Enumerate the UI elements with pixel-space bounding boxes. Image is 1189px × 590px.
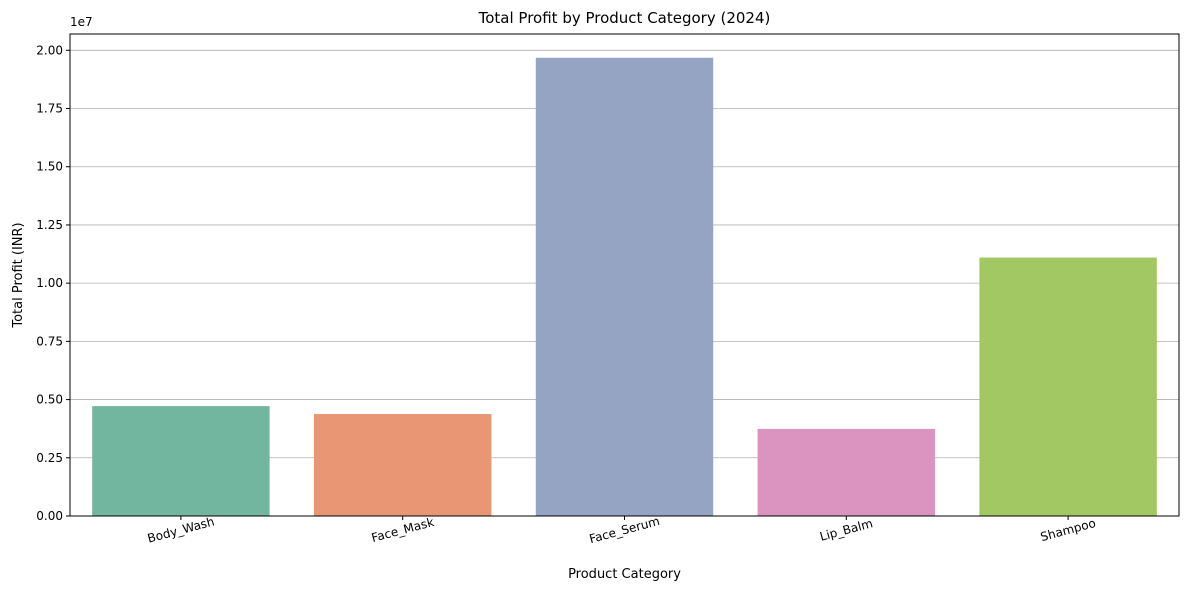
x-axis-ticks: Body_Wash Face_Mask Face_Serum Lip_Balm Sham… xyxy=(146,514,1097,546)
y-tick-label: 0.25 xyxy=(36,451,63,465)
y-tick-label: 1.75 xyxy=(36,102,63,116)
x-tick-label: Shampoo xyxy=(1039,516,1097,544)
bar-lip-balm xyxy=(757,428,936,516)
x-tick-label: Lip_Balm xyxy=(818,516,874,544)
chart-title: Total Profit by Product Category (2024) xyxy=(478,9,771,27)
y-tick-label: 1.00 xyxy=(36,276,63,290)
y-tick-label: 0.50 xyxy=(36,393,63,407)
bar-face-serum xyxy=(535,57,714,516)
y-tick-label: 0.00 xyxy=(36,509,63,523)
y-tick-label: 0.75 xyxy=(36,334,63,348)
y-axis-offset-label: 1e7 xyxy=(70,15,93,29)
bar-shampoo xyxy=(979,257,1157,516)
bar-body-wash xyxy=(92,406,270,516)
bars xyxy=(92,57,1157,516)
y-tick-label: 1.50 xyxy=(36,160,63,174)
y-tick-label: 1.25 xyxy=(36,218,63,232)
y-tick-label: 2.00 xyxy=(36,43,63,57)
y-axis-ticks: 0.00 0.25 0.50 0.75 1.00 1.25 1.50 1.75 2.00 xyxy=(36,43,70,523)
y-axis-title: Total Profit (INR) xyxy=(11,222,26,328)
x-axis-title: Product Category xyxy=(568,567,681,582)
bar-face-mask xyxy=(313,414,492,516)
